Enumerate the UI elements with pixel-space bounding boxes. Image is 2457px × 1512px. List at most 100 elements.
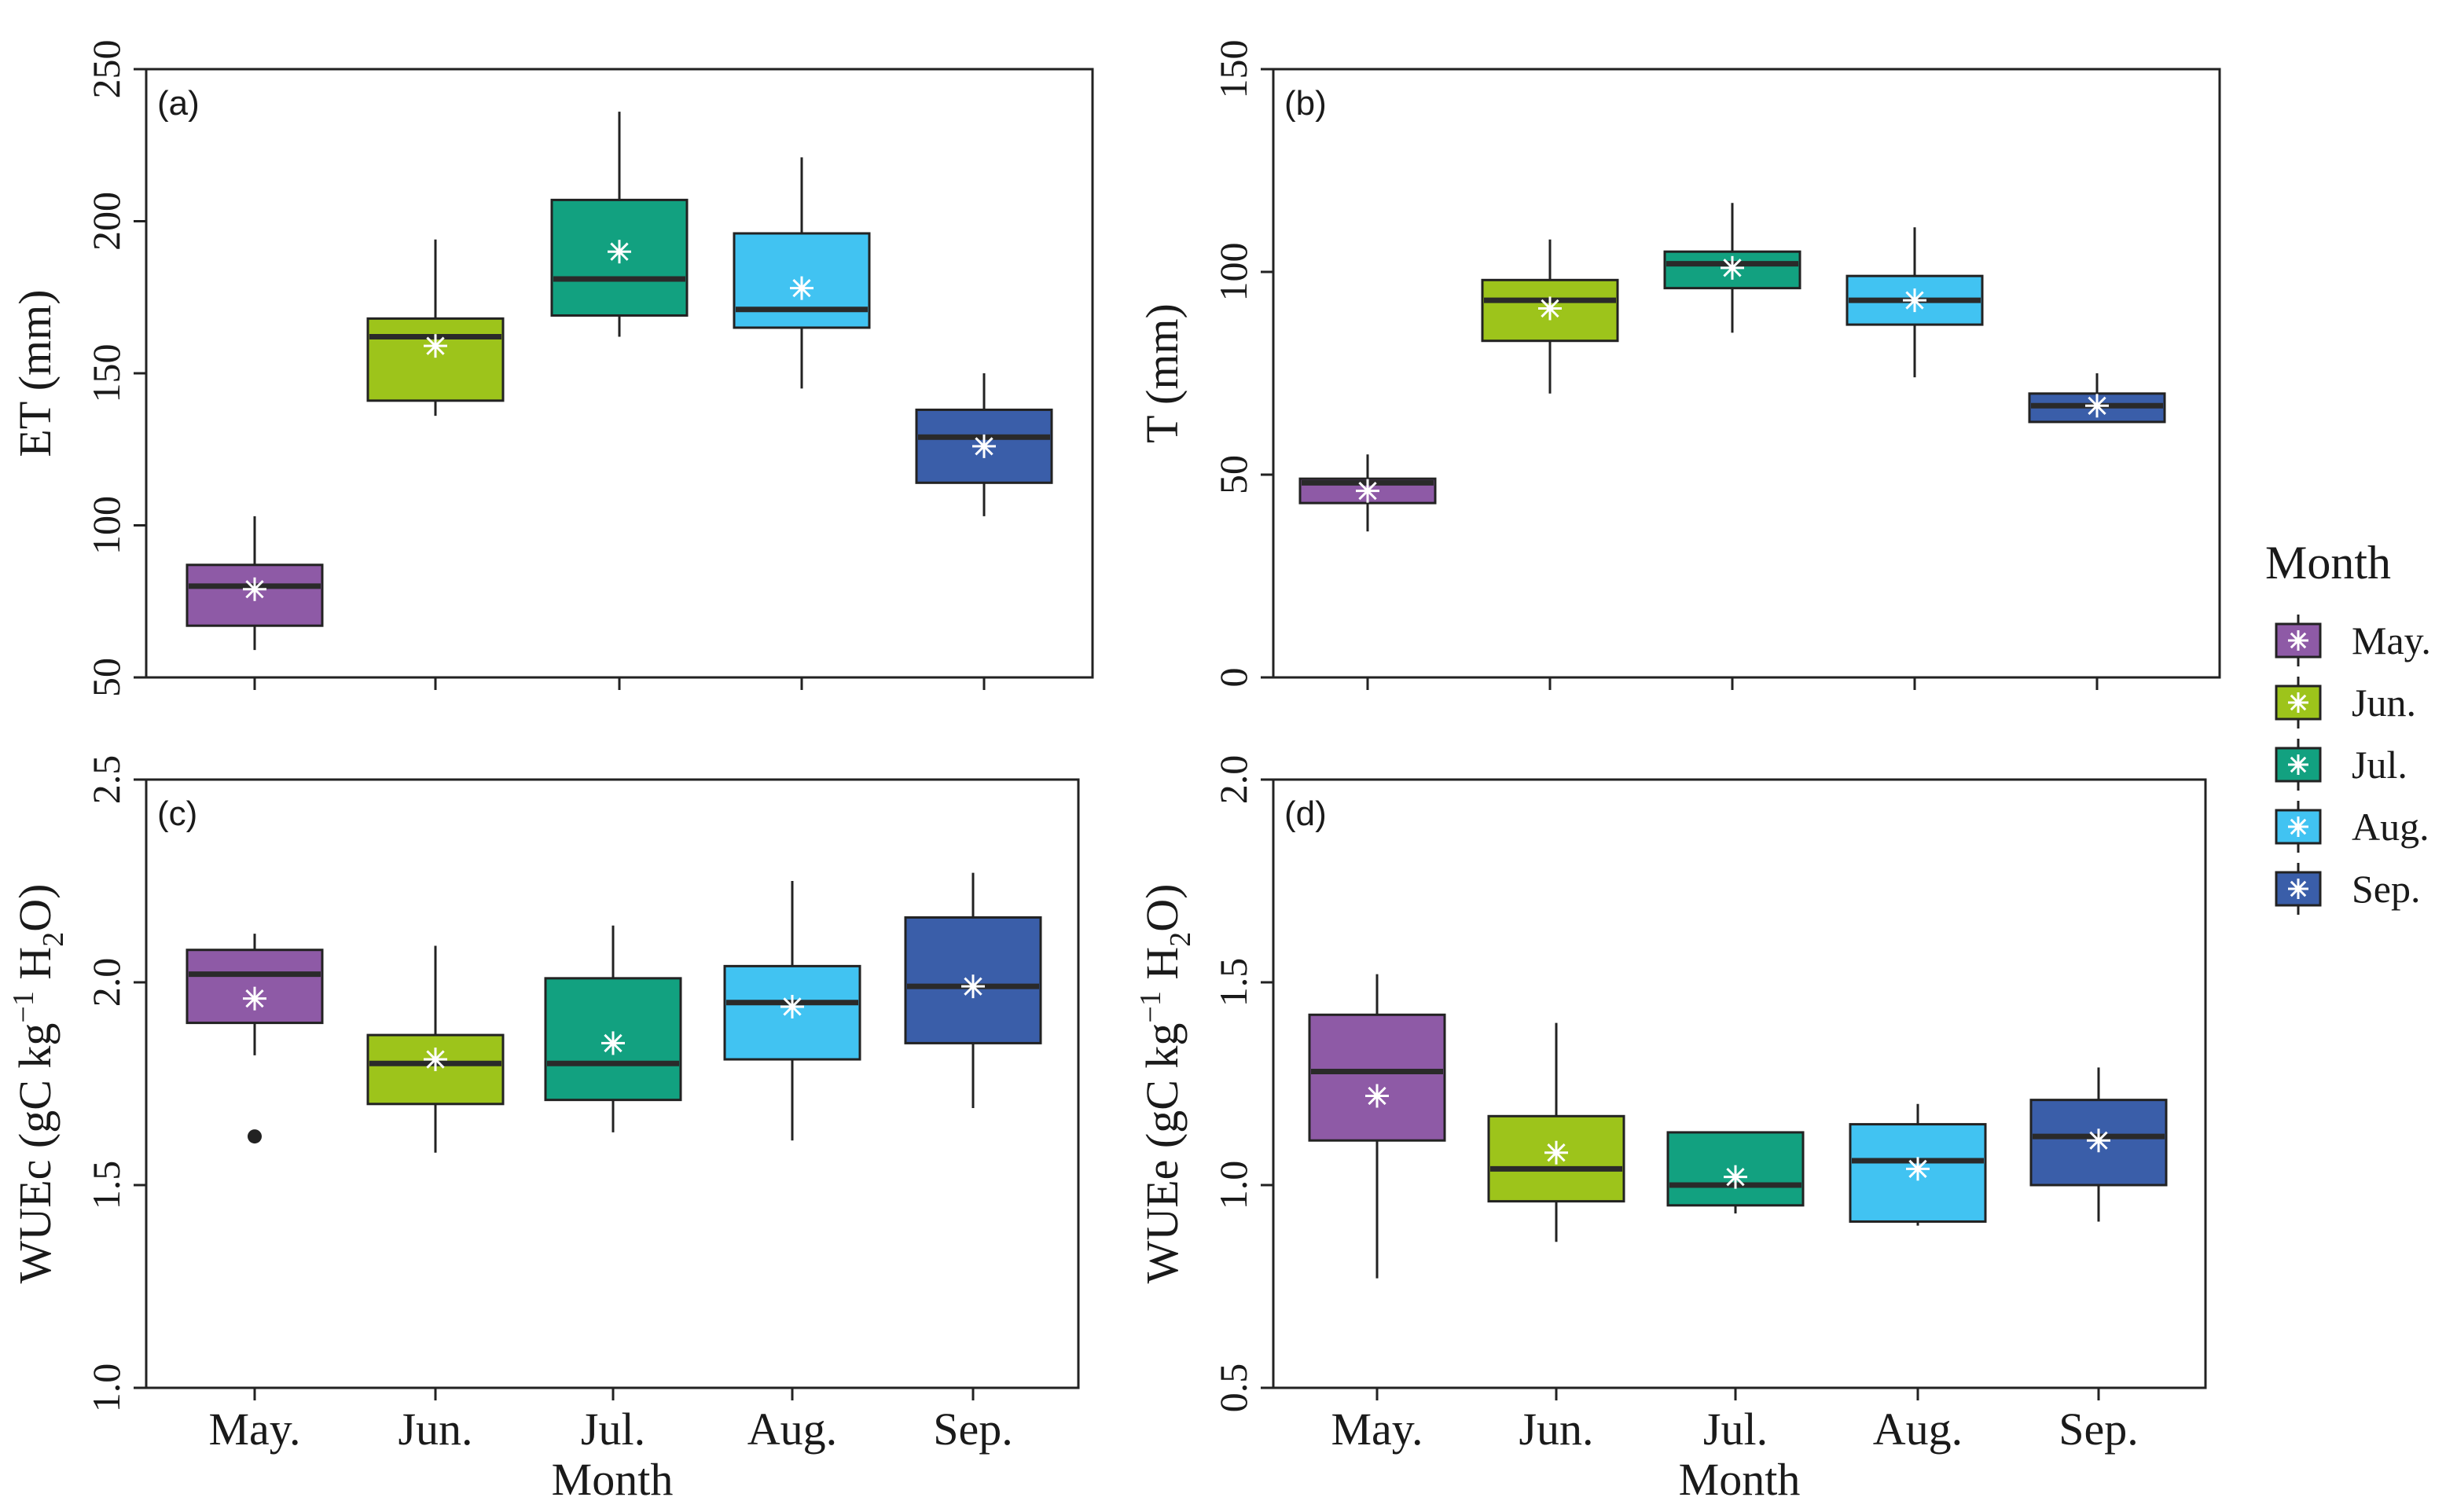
mean-marker [1544, 1140, 1568, 1165]
y-axis-title-superscript: −1 [7, 991, 40, 1022]
y-axis-title-subscript: 2 [1164, 932, 1197, 947]
x-axis-title: Month [552, 1454, 674, 1505]
panel-label: (b) [1284, 84, 1327, 123]
mean-marker [780, 994, 804, 1018]
mean-marker [1538, 296, 1562, 321]
y-tick-label: 2.5 [84, 755, 128, 805]
panel-label: (d) [1284, 795, 1327, 833]
box-jul [1663, 203, 1801, 333]
box-aug [723, 881, 861, 1141]
y-tick-label: 100 [1211, 243, 1255, 302]
mean-marker [1903, 288, 1926, 313]
box-sep [915, 373, 1053, 516]
legend-title: Month [2265, 537, 2391, 589]
x-axis-title: Month [1679, 1454, 1801, 1505]
x-tick-label: Jul. [581, 1404, 645, 1455]
box-aug [733, 157, 871, 389]
y-axis-title: WUEe (gC kg−1 H2O) [1134, 884, 1197, 1284]
box-may [1298, 454, 1437, 532]
legend-swatch [2275, 622, 2322, 659]
legend-item-aug: Aug. [2275, 801, 2429, 853]
mean-marker [2087, 1128, 2110, 1153]
y-tick-label: 1.5 [1211, 958, 1255, 1007]
legend-star [2288, 630, 2308, 651]
legend-star [2288, 754, 2308, 775]
mean-marker [2085, 394, 2109, 418]
legend-label: May. [2352, 618, 2431, 662]
y-tick-label: 0 [1211, 668, 1255, 688]
mean-marker [1721, 255, 1744, 280]
y-tick-label: 150 [1211, 40, 1255, 99]
panel-a: (a) 50 100 150 200 250 ET (mm) [9, 40, 1094, 697]
y-axis-title-part: O) [1137, 884, 1188, 932]
box-may [185, 934, 324, 1144]
mean-marker [972, 434, 996, 458]
x-tick-label: Sep. [933, 1404, 1013, 1455]
y-tick-label: 50 [84, 658, 128, 697]
panel-c: (c) 1.0 1.5 2.0 2.5 WUEc (gC kg−1 H2O) May. Jun… [7, 755, 1080, 1505]
box-aug [1846, 227, 1984, 378]
legend-item-may: May. [2275, 615, 2431, 666]
x-tick-label: May. [1331, 1404, 1423, 1455]
y-axis-title-part: H [1137, 947, 1188, 991]
y-tick-label: 250 [84, 40, 128, 99]
y-tick-label: 0.5 [1211, 1363, 1255, 1413]
legend-star [2288, 692, 2308, 713]
box-sep [904, 872, 1042, 1108]
legend: Month May. Jun. Jul. Aug. Sep. [2265, 537, 2431, 915]
box-sep [2028, 373, 2166, 424]
mean-marker [608, 240, 631, 264]
x-tick-label: Sep. [2059, 1404, 2139, 1455]
y-tick-label: 100 [84, 496, 128, 555]
y-axis-title: ET (mm) [9, 289, 61, 457]
legend-item-jul: Jul. [2275, 739, 2407, 791]
x-tick-label: Aug. [747, 1404, 837, 1455]
y-tick-label: 150 [84, 344, 128, 403]
x-tick-label: May. [208, 1404, 300, 1455]
x-tick-label: Aug. [1873, 1404, 1963, 1455]
box-body [366, 1033, 505, 1106]
mean-marker [790, 276, 813, 300]
mean-marker [424, 1048, 447, 1072]
y-tick-label: 1.5 [84, 1161, 128, 1210]
box-jul [544, 925, 682, 1132]
legend-item-sep: Sep. [2275, 863, 2421, 915]
y-tick-label: 2.0 [84, 958, 128, 1007]
mean-marker [1724, 1165, 1747, 1189]
y-axis-title-part: WUEc (gC kg [9, 1023, 61, 1284]
legend-star [2288, 817, 2308, 837]
y-axis-title-part: O) [9, 884, 61, 932]
y-tick-label: 1.0 [84, 1363, 128, 1413]
mean-marker [601, 1031, 625, 1055]
panel-d: (d) 0.5 1.0 1.5 2.0 WUEe (gC kg−1 H2O) May. Jun… [1134, 755, 2207, 1505]
panel-label: (c) [157, 795, 197, 833]
box-body [366, 317, 505, 402]
box-jun [1481, 239, 1619, 394]
legend-star [2288, 879, 2308, 899]
mean-marker [1906, 1157, 1930, 1181]
box-jul [550, 112, 689, 337]
mean-marker [1356, 479, 1379, 503]
y-axis-title: WUEc (gC kg−1 H2O) [7, 884, 70, 1284]
y-tick-label: 50 [1211, 455, 1255, 494]
box-jun [1487, 1022, 1625, 1242]
outlier-point [248, 1129, 262, 1144]
x-tick-label: Jun. [398, 1404, 472, 1455]
box-body [185, 949, 324, 1025]
box-sep [2029, 1067, 2168, 1222]
box-aug [1849, 1103, 1987, 1226]
panel-label: (a) [157, 84, 200, 123]
panel-frame [1272, 778, 2207, 1389]
mean-marker [243, 577, 266, 601]
legend-label: Jun. [2352, 681, 2416, 725]
x-tick-label: Jun. [1519, 1404, 1593, 1455]
legend-label: Sep. [2352, 867, 2421, 911]
y-tick-label: 1.0 [1211, 1161, 1255, 1210]
box-jun [366, 945, 505, 1153]
y-tick-label: 200 [84, 192, 128, 251]
box-may [185, 516, 324, 651]
legend-item-jun: Jun. [2275, 677, 2416, 728]
panel-frame [1272, 68, 2221, 679]
mean-marker [243, 986, 266, 1011]
